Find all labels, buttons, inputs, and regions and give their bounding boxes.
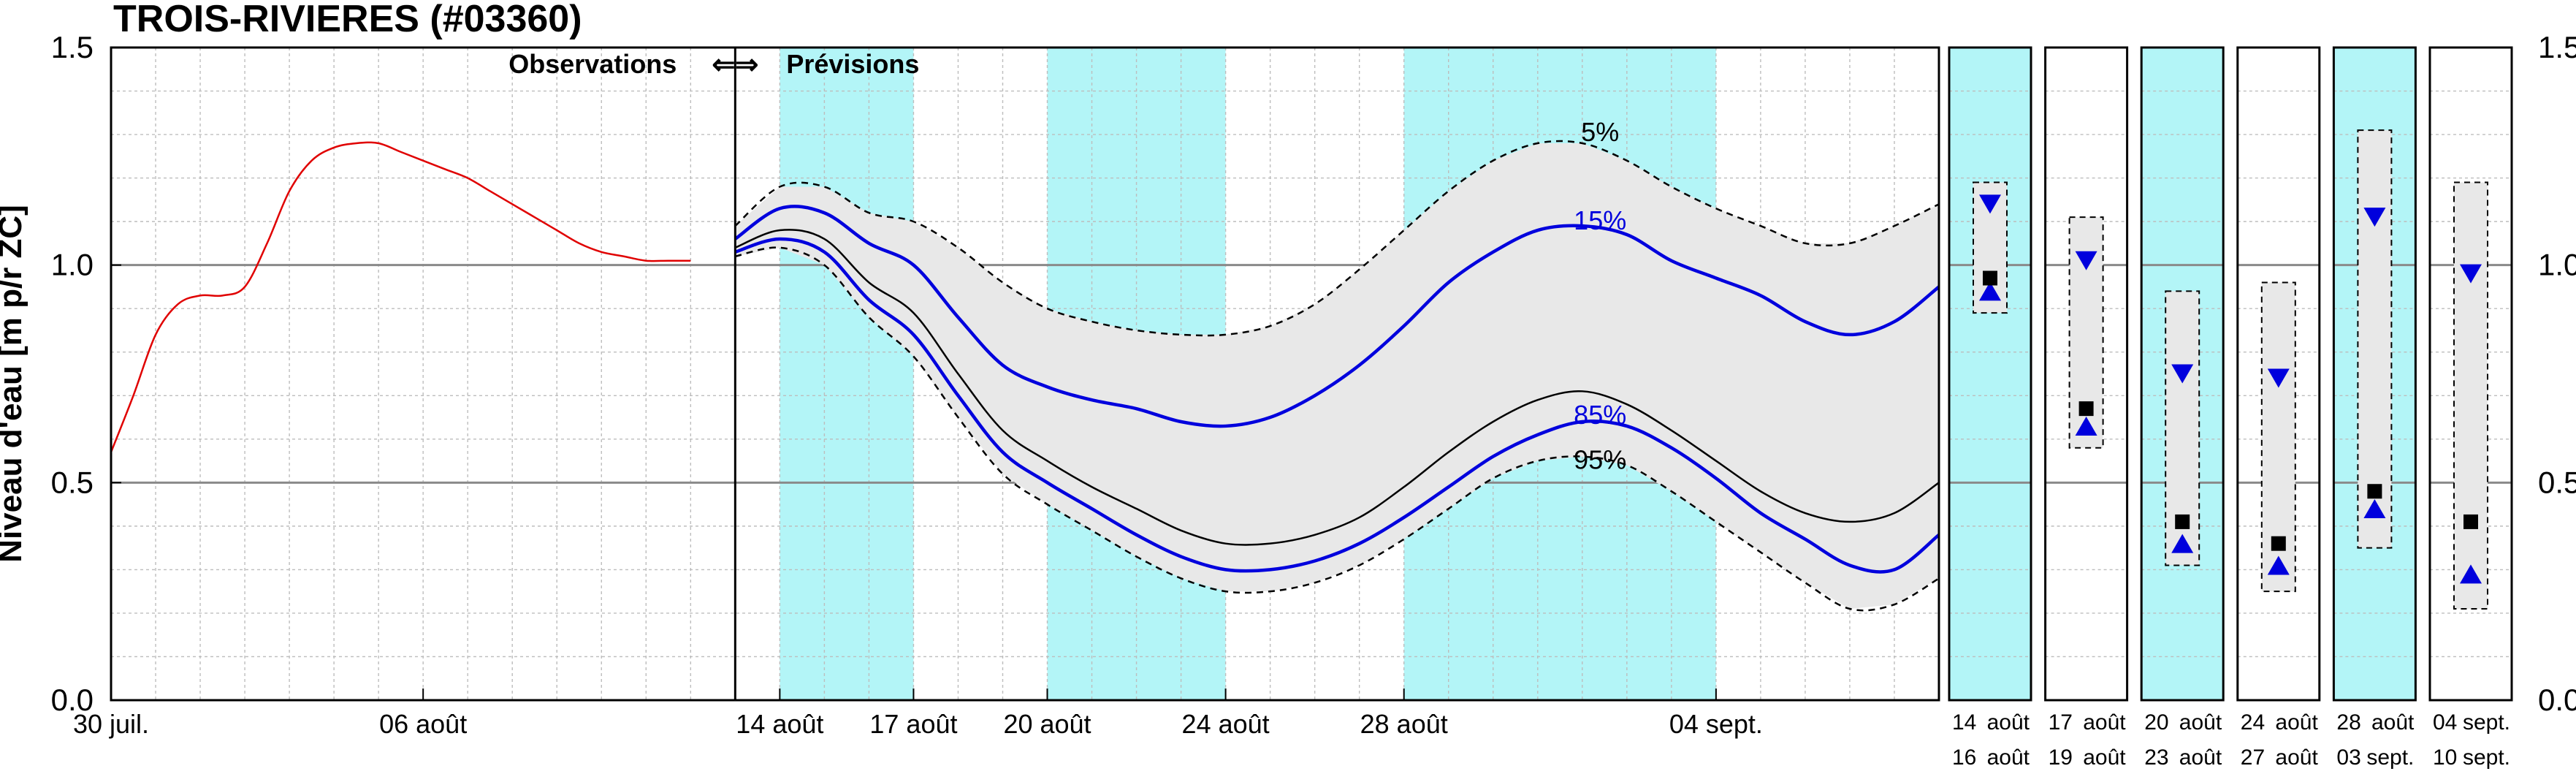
panel-date-top-month: sept. <box>2463 710 2510 735</box>
panel-date-bottom-day: 19 <box>2049 745 2073 770</box>
panel-date-bottom-day: 16 <box>1952 745 1976 770</box>
panel-date-bottom-month: sept. <box>2366 745 2414 770</box>
weekly-panel-frame <box>2140 46 2225 702</box>
panel-date-bottom-month: août <box>2083 745 2126 770</box>
arrows-annotation: ⇐⇒ <box>712 50 758 80</box>
series-label-15pct: 15% <box>1574 205 1626 235</box>
weekly-panel-2 <box>2140 46 2225 702</box>
forecast-line-85pct <box>734 237 1940 574</box>
panel-date-bottom-month: août <box>2275 745 2318 770</box>
forecast-line-95pct <box>735 246 1940 612</box>
forecast-line-15pct <box>734 205 1940 428</box>
panel-date-bottom-day: 03 <box>2336 745 2360 770</box>
triangle-up-marker <box>2171 534 2194 553</box>
triangle-down-marker <box>2171 364 2194 384</box>
panel-date-top-day: 17 <box>2049 710 2073 735</box>
weekly-panel-frame <box>2332 46 2417 702</box>
forecast-band <box>735 143 1939 609</box>
panel-date-top-day: 20 <box>2144 710 2168 735</box>
y-tick-label-right: 0.0 <box>2538 683 2576 717</box>
panel-date-top-day: 04 <box>2433 710 2457 735</box>
y-tick-label-left: 0.0 <box>51 683 94 717</box>
panel-date-top-day: 14 <box>1952 710 1976 735</box>
weekly-panel-3 <box>2236 46 2321 702</box>
triangle-up-marker <box>1979 281 2001 301</box>
shaded-period-0 <box>780 48 914 700</box>
series-label-95pct: 95% <box>1574 445 1626 475</box>
x-tick-label: 20 août <box>1003 709 1091 739</box>
panel-date-top-month: août <box>2083 710 2126 735</box>
panel-date-bottom-month: août <box>1987 745 2030 770</box>
panel-date-bottom-month: sept. <box>2463 745 2510 770</box>
square-marker <box>2367 484 2382 499</box>
square-marker <box>1983 270 1997 286</box>
forecast-line-median <box>734 229 1940 546</box>
panel-date-bottom-day: 27 <box>2241 745 2265 770</box>
weekly-panel-frame <box>2428 46 2513 702</box>
panel-date-top-month: août <box>1987 710 2030 735</box>
weekly-panel-frame <box>2044 46 2129 702</box>
chart-title: TROIS-RIVIERES (#03360) <box>113 0 582 40</box>
panel-date-top-month: août <box>2275 710 2318 735</box>
square-marker <box>2078 401 2094 417</box>
weekly-panel-5 <box>2428 46 2513 702</box>
square-marker <box>2463 514 2478 529</box>
observations-line <box>110 141 691 453</box>
triangle-down-marker <box>2363 208 2386 227</box>
x-tick-label: 24 août <box>1182 709 1270 739</box>
weekly-range-box <box>2453 181 2488 610</box>
triangle-down-marker <box>1979 194 2001 214</box>
panel-date-top-month: août <box>2179 710 2222 735</box>
forecast-annotation: Prévisions <box>786 49 919 79</box>
main-plot-frame <box>110 46 1940 702</box>
triangle-up-marker <box>2267 555 2290 575</box>
triangle-up-marker <box>2075 416 2097 436</box>
y-tick-label-left: 1.5 <box>51 30 94 64</box>
x-tick-label: 28 août <box>1360 709 1448 739</box>
weekly-panel-4 <box>2332 46 2417 702</box>
weekly-panel-0 <box>1948 46 2032 702</box>
square-marker <box>2175 514 2190 529</box>
x-tick-label: 04 sept. <box>1669 709 1763 739</box>
triangle-up-marker <box>2460 564 2482 584</box>
series-label-5pct: 5% <box>1581 117 1619 147</box>
forecast-line-5pct <box>734 140 1940 337</box>
x-tick-label: 06 août <box>379 709 467 739</box>
panel-date-top-day: 24 <box>2241 710 2265 735</box>
panel-date-bottom-day: 10 <box>2433 745 2457 770</box>
weekly-range-box <box>2357 129 2393 549</box>
y-tick-label-right: 0.5 <box>2538 465 2576 499</box>
y-tick-label-left: 1.0 <box>51 248 94 282</box>
weekly-panel-1 <box>2044 46 2129 702</box>
panel-date-bottom-day: 23 <box>2144 745 2168 770</box>
triangle-down-marker <box>2075 251 2097 270</box>
panel-date-bottom-month: août <box>2179 745 2222 770</box>
observations-annotation: Observations <box>508 49 677 79</box>
x-tick-label: 17 août <box>869 709 957 739</box>
y-tick-label-left: 0.5 <box>51 465 94 499</box>
weekly-panel-frame <box>1948 46 2032 702</box>
x-tick-label: 30 juil. <box>73 709 149 739</box>
x-tick-label: 14 août <box>736 709 823 739</box>
triangle-down-marker <box>2267 368 2290 388</box>
triangle-up-marker <box>2363 499 2386 519</box>
weekly-panel-shade <box>1949 48 2031 700</box>
panel-date-top-day: 28 <box>2336 710 2360 735</box>
series-label-85pct: 85% <box>1574 400 1626 430</box>
weekly-panel-frame <box>2236 46 2321 702</box>
triangle-down-marker <box>2460 264 2482 284</box>
y-tick-label-right: 1.0 <box>2538 248 2576 282</box>
square-marker <box>2271 536 2286 551</box>
y-tick-label-right: 1.5 <box>2538 30 2576 64</box>
panel-date-top-month: août <box>2371 710 2415 735</box>
